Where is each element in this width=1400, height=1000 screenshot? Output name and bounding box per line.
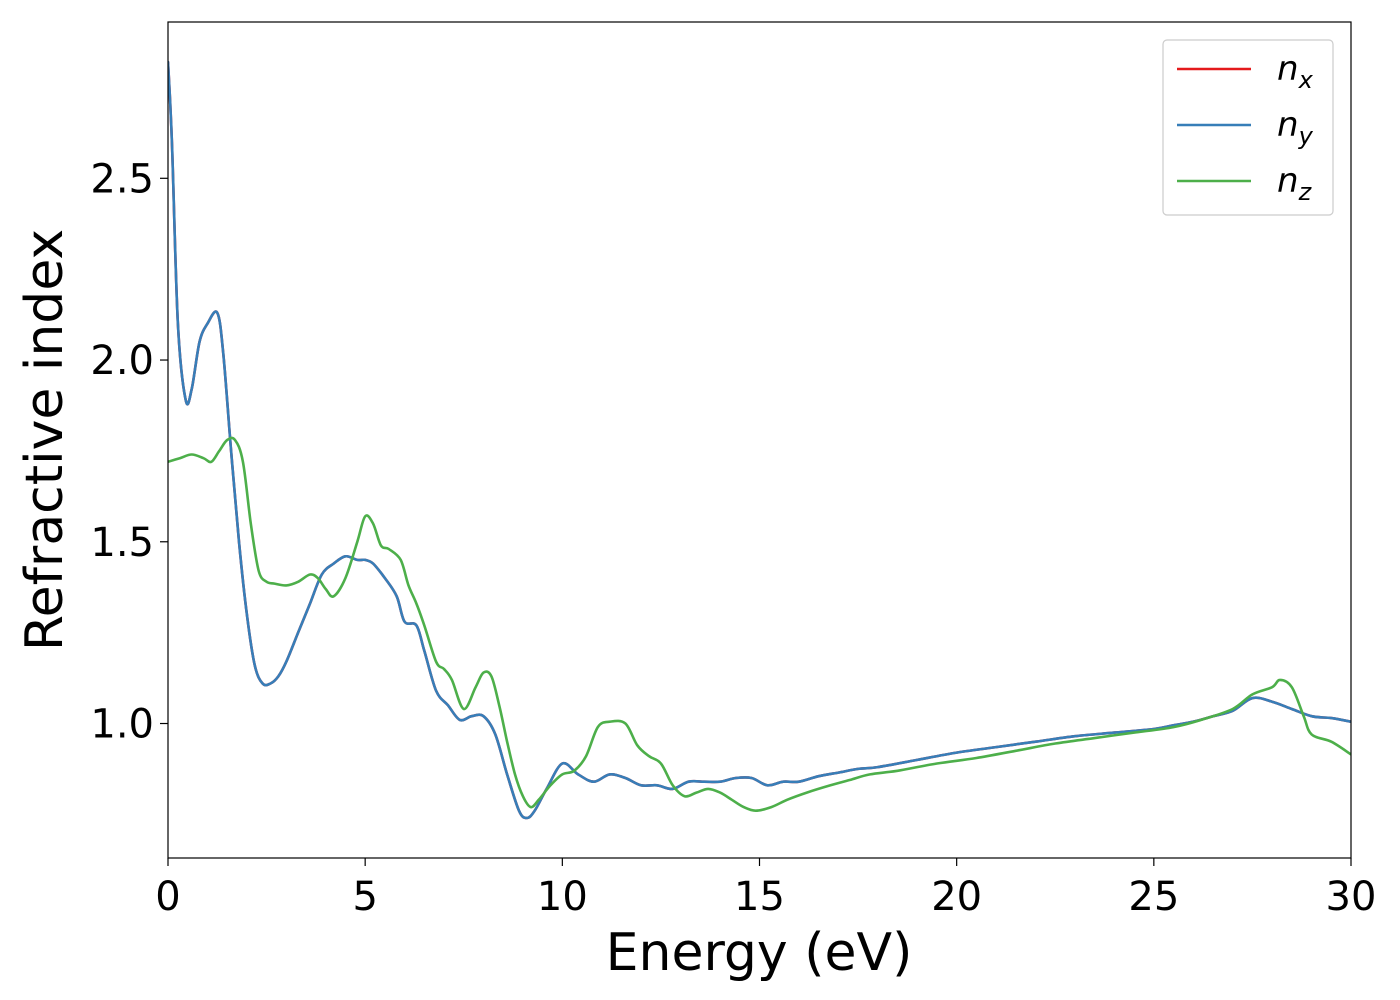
series-line-n-y: [168, 60, 1351, 820]
legend: nx ny nz: [1162, 39, 1334, 216]
x-axis-label: Energy (eV): [606, 923, 913, 983]
y-axis-label: Refractive index: [15, 229, 75, 651]
x-tick-label: 10: [537, 874, 588, 920]
x-tick-label: 0: [155, 874, 180, 920]
legend-label: nx: [1277, 49, 1314, 94]
x-axis: 0 5 10 15 20 25 30: [155, 858, 1376, 920]
series-layer: [168, 60, 1351, 820]
y-tick-label: 2.0: [90, 338, 154, 384]
x-tick-label: 5: [352, 874, 377, 920]
x-tick-label: 30: [1326, 874, 1377, 920]
y-tick-label: 1.5: [90, 520, 154, 566]
y-axis: 1.0 1.5 2.0 2.5: [90, 156, 168, 748]
legend-label: nz: [1277, 161, 1313, 206]
legend-box: [1162, 39, 1334, 216]
y-tick-label: 1.0: [90, 702, 154, 748]
x-tick-label: 15: [734, 874, 785, 920]
y-tick-label: 2.5: [90, 156, 154, 202]
legend-label: ny: [1277, 105, 1314, 150]
series-line-n-z: [168, 436, 1351, 812]
x-tick-label: 20: [931, 874, 982, 920]
x-tick-label: 25: [1128, 874, 1179, 920]
